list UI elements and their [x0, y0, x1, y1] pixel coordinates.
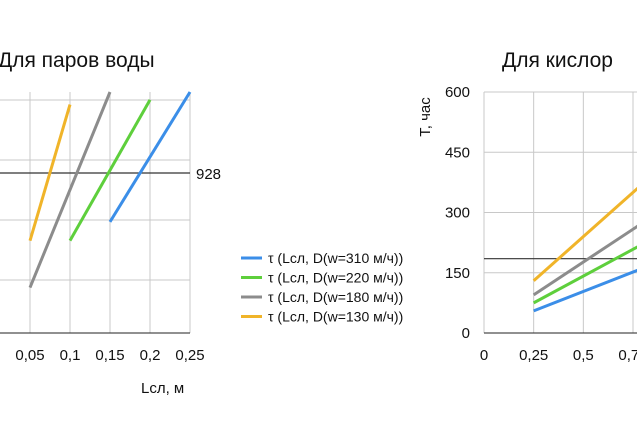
right-y-tick-label: 600	[445, 84, 470, 101]
right-x-tick-label: 0	[480, 347, 488, 364]
legend-item-label: τ (Lсл, D(w=130 м/ч))	[268, 309, 403, 325]
right-plot: 0 150 300 450 600 0 0,25 0,5 0,75	[445, 84, 637, 364]
right-y-tick-label: 300	[445, 205, 470, 222]
right-chart-title: Для кислор	[502, 49, 613, 72]
left-reference-label: 928	[196, 166, 221, 183]
right-x-tick-label: 0,75	[618, 347, 637, 364]
right-y-axis-label: T, час	[417, 97, 434, 137]
left-series-line	[108, 91, 192, 223]
right-series-line	[532, 245, 637, 305]
left-x-tick-label: 0,25	[175, 347, 204, 364]
right-series-line	[532, 186, 637, 282]
left-plot: 0,05 0,1 0,15 0,2 0,25	[0, 91, 205, 364]
left-x-axis-label: Lсл, м	[141, 380, 184, 397]
legend-item-label: τ (Lсл, D(w=180 м/ч))	[268, 289, 403, 305]
left-x-tick-label: 0,1	[60, 347, 81, 364]
left-series-line	[28, 104, 72, 242]
right-y-tick-label: 0	[462, 325, 470, 342]
left-x-tick-label: 0,2	[140, 347, 161, 364]
legend-item-label: τ (Lсл, D(w=310 м/ч))	[268, 250, 403, 266]
legend: τ (Lсл, D(w=310 м/ч)) τ (Lсл, D(w=220 м/ч…	[241, 250, 403, 325]
right-series-line	[533, 268, 637, 313]
right-y-tick-label: 150	[445, 265, 470, 282]
left-x-tick-label: 0,15	[95, 347, 124, 364]
left-x-tick-label: 0,05	[15, 347, 44, 364]
left-series-line	[28, 91, 112, 289]
right-series-line	[532, 224, 637, 297]
right-x-tick-label: 0,5	[573, 347, 594, 364]
right-y-tick-label: 450	[445, 144, 470, 161]
left-series-line	[68, 99, 152, 242]
right-x-tick-label: 0,25	[519, 347, 548, 364]
left-chart-title: Для паров воды	[0, 49, 155, 72]
legend-item-label: τ (Lсл, D(w=220 м/ч))	[268, 270, 403, 286]
